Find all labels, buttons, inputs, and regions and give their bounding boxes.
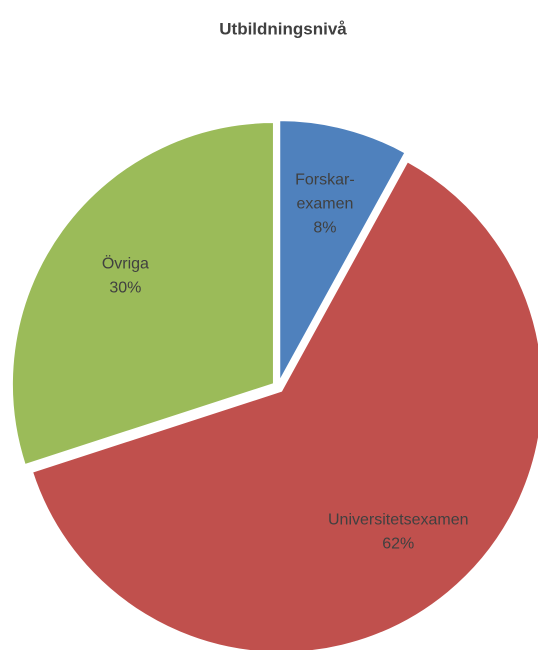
pie-slice xyxy=(10,121,275,467)
slice-value-label: 62% xyxy=(382,536,414,553)
slice-value-label: 30% xyxy=(109,279,141,296)
chart-title: Utbildningsnivå xyxy=(219,19,347,38)
pie-slice xyxy=(30,159,538,650)
slice-label: Forskar-examen xyxy=(295,172,355,213)
slice-label: Universitetsexamen xyxy=(328,512,469,529)
slice-value-label: 8% xyxy=(313,220,336,237)
slice-label: Övriga xyxy=(102,254,149,272)
pie-slice xyxy=(278,119,407,383)
